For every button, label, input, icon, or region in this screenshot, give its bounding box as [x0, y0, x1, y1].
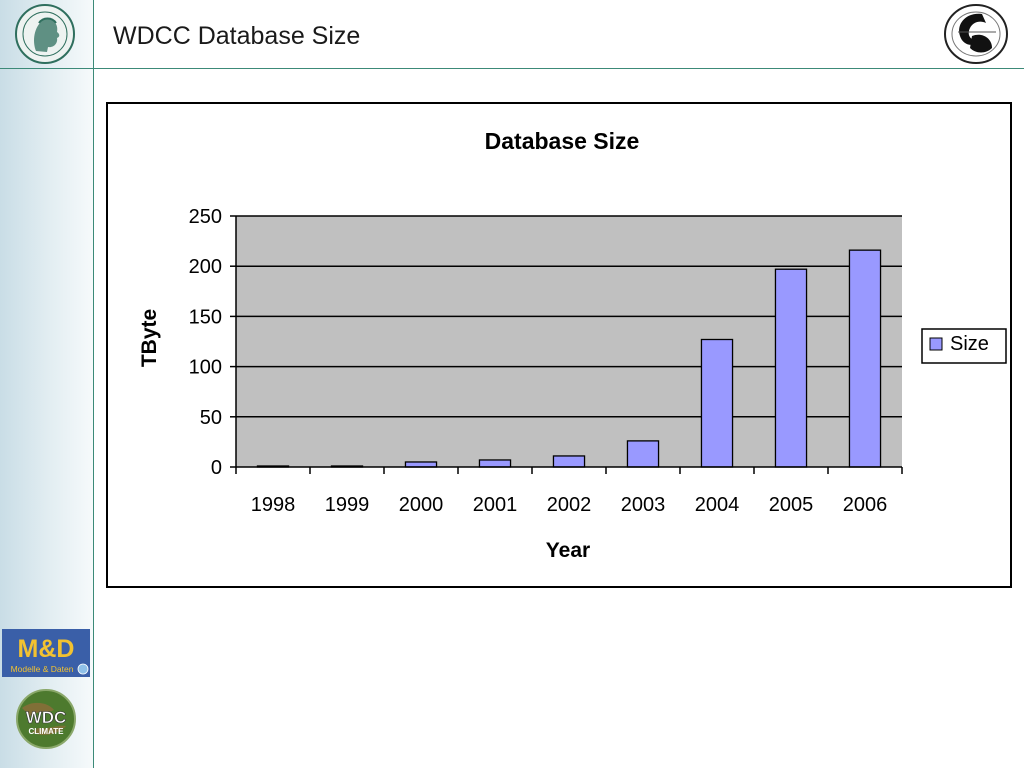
- bar: [848, 249, 882, 468]
- bar: [774, 268, 808, 468]
- md-logo-text: M&D: [18, 635, 75, 663]
- y-axis-label: TByte: [138, 309, 161, 367]
- x-axis-label: Year: [546, 539, 590, 562]
- bar-chart: Database Size 0 50 100 150 200 250 1998 1999 20…: [138, 128, 1007, 562]
- legend-label: Size: [950, 333, 989, 355]
- bar: [626, 440, 660, 468]
- y-tick-label: 250: [189, 206, 222, 228]
- x-tick-label: 2001: [473, 494, 518, 516]
- y-tick-label: 150: [189, 306, 222, 328]
- x-tick-label: 2003: [621, 494, 666, 516]
- x-tick-label: 2004: [695, 494, 740, 516]
- x-tick-label: 2005: [769, 494, 814, 516]
- md-logo-subtext: Modelle & Daten: [11, 664, 74, 674]
- y-tick-label: 0: [211, 457, 222, 479]
- header-strip: [94, 0, 1024, 68]
- wdc-climate-logo: WDC CLIMATE: [16, 689, 76, 749]
- x-tick-label: 1999: [325, 494, 370, 516]
- bar: [478, 459, 512, 468]
- y-tick-label: 50: [200, 407, 222, 429]
- md-logo: M&D Modelle & Daten: [2, 629, 90, 677]
- legend-swatch: [929, 337, 943, 351]
- chart-frame: Database Size 0 50 100 150 200 250 1998 1999 20…: [106, 102, 1012, 588]
- slide-title: WDCC Database Size: [113, 22, 361, 50]
- max-planck-logo: [15, 4, 75, 64]
- chart-title: Database Size: [485, 128, 640, 154]
- wdc-logo-text: WDC: [26, 708, 67, 727]
- x-tick-label: 2006: [843, 494, 888, 516]
- x-tick-label: 1998: [251, 494, 296, 516]
- wdc-logo-subtext: CLIMATE: [29, 727, 65, 736]
- y-tick-label: 100: [189, 357, 222, 379]
- vertical-divider: [93, 0, 94, 768]
- legend: Size: [921, 328, 1007, 364]
- x-tick-label: 2002: [547, 494, 592, 516]
- institute-emblem-logo: [944, 4, 1008, 64]
- bar: [552, 455, 586, 468]
- horizontal-divider: [0, 68, 1024, 69]
- x-tick-label: 2000: [399, 494, 444, 516]
- bar: [700, 338, 734, 468]
- y-tick-label: 200: [189, 256, 222, 278]
- bar: [404, 461, 438, 468]
